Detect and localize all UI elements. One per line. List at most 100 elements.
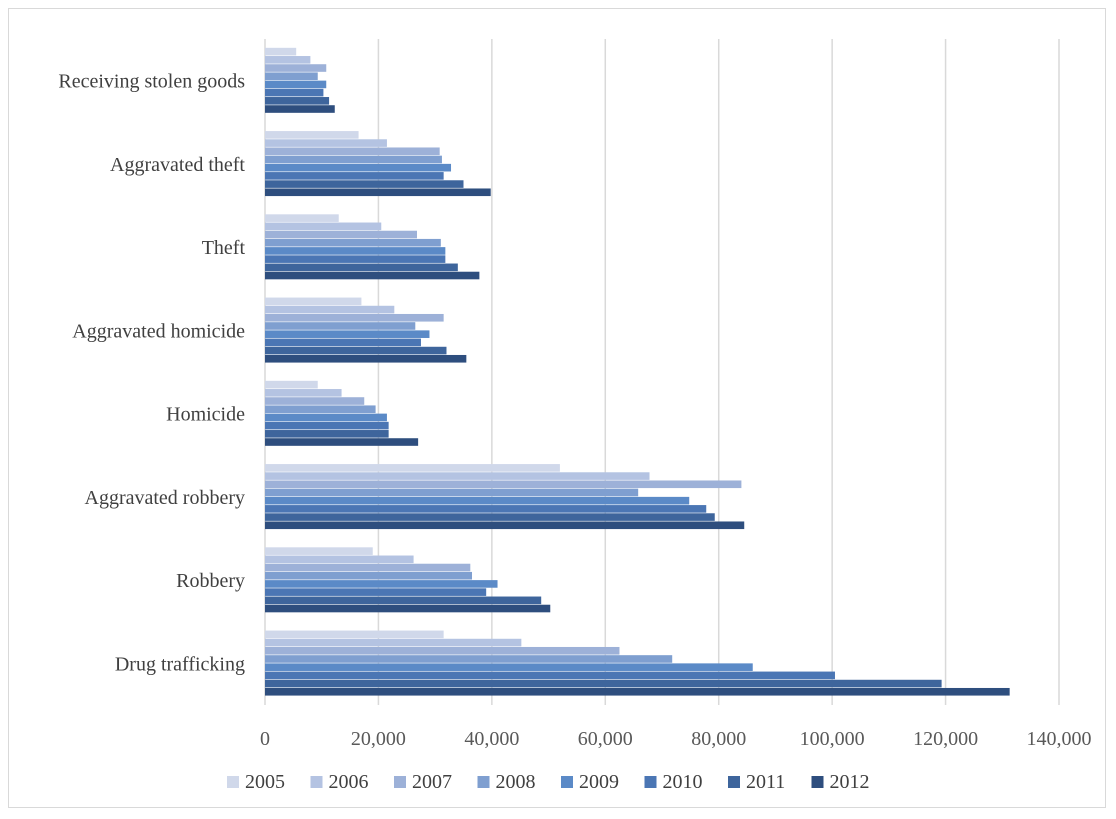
x-tick-label: 0	[260, 728, 270, 750]
bar	[265, 56, 311, 64]
bar	[265, 663, 753, 671]
category-label: Drug trafficking	[115, 653, 245, 675]
bar	[265, 338, 421, 347]
bar	[265, 488, 639, 497]
bar	[265, 155, 442, 164]
bar	[265, 438, 419, 446]
bar	[265, 330, 430, 338]
x-tick-label: 140,000	[1027, 728, 1092, 750]
legend: 2005 2006 2007 2008 2009 2010 2011 2012	[227, 771, 870, 793]
bar	[265, 322, 416, 330]
legend-label: 2007	[412, 771, 452, 793]
legend-swatch	[477, 776, 490, 788]
x-tick-label: 80,000	[691, 728, 746, 750]
bar	[265, 147, 440, 156]
legend-label: 2005	[245, 771, 285, 793]
legend-label: 2011	[746, 771, 785, 793]
bar	[265, 72, 318, 81]
bar	[265, 313, 444, 322]
bar	[265, 588, 487, 596]
x-tick-label: 100,000	[800, 728, 865, 750]
bar	[265, 271, 480, 280]
legend-swatch	[811, 776, 824, 788]
bar	[265, 655, 673, 663]
category-label: Homicide	[166, 404, 245, 426]
legend-label: 2008	[496, 771, 536, 793]
bar	[265, 687, 1010, 696]
bar	[265, 505, 707, 513]
bar	[265, 80, 327, 89]
category-label: Theft	[202, 237, 246, 259]
bar	[265, 604, 551, 613]
x-tick-label: 60,000	[578, 728, 633, 750]
category-label: Receiving stolen goods	[58, 71, 245, 93]
bar	[265, 464, 560, 472]
bar	[265, 131, 359, 139]
bar	[265, 646, 620, 655]
legend-label: 2012	[830, 771, 870, 793]
legend-swatch	[310, 776, 323, 788]
legend-swatch	[394, 776, 406, 788]
bar	[265, 513, 715, 521]
category-labels: Receiving stolen goods Aggravated theft Th…	[58, 71, 245, 676]
legend-swatch	[644, 776, 657, 788]
bar	[265, 263, 458, 272]
bar	[265, 480, 742, 489]
chart-frame: Receiving stolen goods Aggravated theft Th…	[8, 8, 1106, 808]
bar	[265, 297, 362, 306]
bar	[265, 64, 327, 72]
bar	[265, 105, 335, 113]
bar	[265, 389, 342, 397]
bar	[265, 397, 365, 405]
category-label: Robbery	[176, 570, 245, 592]
x-tick-labels: 0 20,000 40,000 60,000 80,000 100,000 120,000 1…	[260, 728, 1092, 750]
bar	[265, 214, 339, 222]
legend-swatch	[227, 776, 239, 788]
bar	[265, 547, 373, 555]
bar	[265, 413, 387, 422]
category-label: Aggravated robbery	[85, 487, 246, 509]
bar	[265, 346, 447, 355]
category-label: Aggravated theft	[110, 154, 245, 176]
bar	[265, 305, 395, 314]
bar	[265, 47, 297, 56]
bar	[265, 380, 318, 389]
bar	[265, 630, 444, 639]
bar	[265, 238, 441, 247]
legend-swatch	[561, 776, 573, 788]
bar	[265, 172, 444, 180]
x-tick-label: 20,000	[351, 728, 406, 750]
legend-label: 2006	[329, 771, 369, 793]
bar-chart: Receiving stolen goods Aggravated theft Th…	[58, 39, 1092, 793]
bar	[265, 139, 387, 147]
bar	[265, 555, 414, 564]
bar	[265, 521, 745, 530]
category-label: Aggravated homicide	[72, 320, 245, 342]
bar	[265, 247, 446, 255]
bar	[265, 472, 650, 480]
bar	[265, 638, 522, 647]
bar	[265, 222, 382, 231]
x-tick-label: 120,000	[913, 728, 978, 750]
legend-label: 2009	[579, 771, 619, 793]
bar	[265, 679, 942, 688]
bar	[265, 421, 389, 430]
bar	[265, 88, 324, 97]
bar	[265, 671, 835, 680]
bar	[265, 188, 491, 197]
bar	[265, 580, 498, 588]
bar	[265, 255, 446, 263]
legend-swatch	[728, 776, 740, 788]
bars	[265, 47, 1010, 696]
bar	[265, 180, 464, 188]
bar	[265, 354, 467, 363]
legend-label: 2010	[663, 771, 703, 793]
bar	[265, 571, 473, 580]
bar	[265, 430, 389, 438]
bar	[265, 97, 330, 105]
bar	[265, 563, 471, 572]
bar	[265, 496, 690, 505]
bar	[265, 230, 417, 239]
x-tick-label: 40,000	[464, 728, 519, 750]
bar	[265, 405, 376, 414]
